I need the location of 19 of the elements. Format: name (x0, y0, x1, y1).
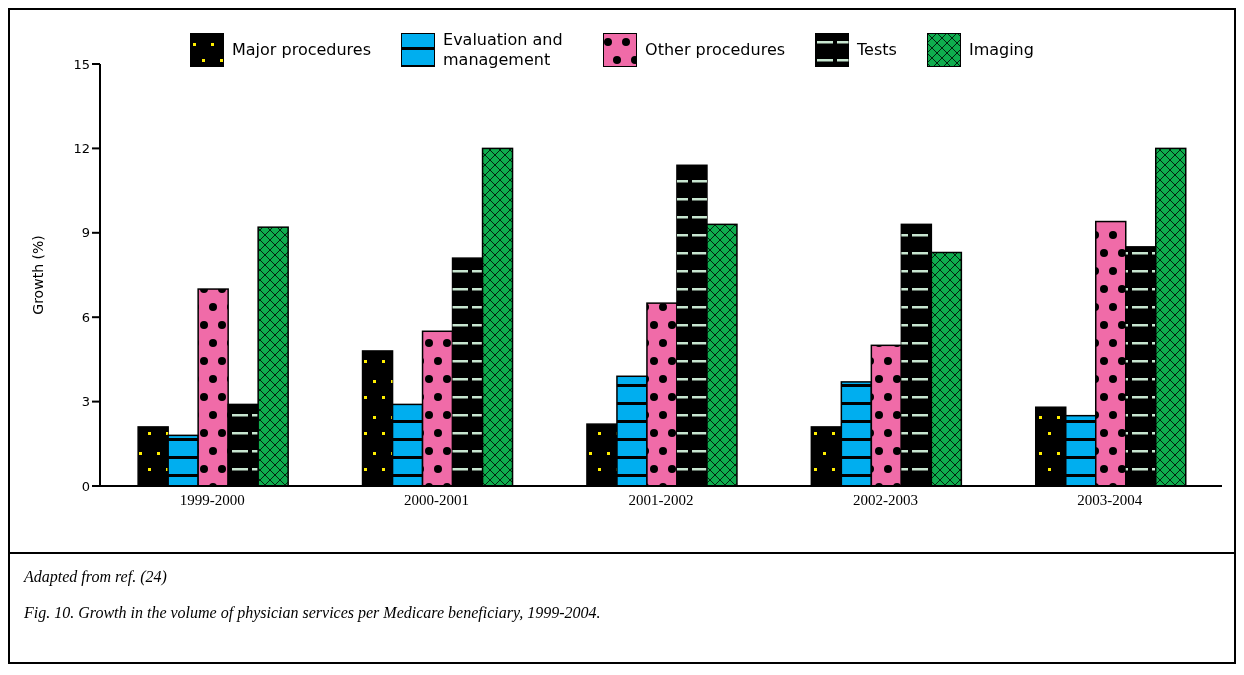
y-axis-title: Growth (%) (29, 235, 46, 315)
y-tick-label: 15 (73, 56, 90, 72)
legend-label: Imaging (968, 40, 1034, 60)
x-tick-label: 2002-2003 (852, 491, 918, 508)
caption: Fig. 10. Growth in the volume of physician services per Medicare beneficiary, 1999-2004. (24, 604, 602, 622)
legend-label: Major procedures (232, 40, 372, 60)
legend-label: Other procedures (645, 40, 786, 60)
y-tick-label: 12 (73, 141, 90, 157)
legend-label: Evaluation and management (443, 30, 564, 70)
x-tick-label: 1999-2000 (179, 491, 245, 508)
y-tick-label: 9 (81, 225, 90, 241)
y-tick-label: 6 (81, 309, 90, 325)
legend-label: Tests (857, 40, 897, 60)
y-tick-label: 3 (81, 394, 90, 410)
x-tick-label: 2003-2004 (1077, 491, 1143, 508)
y-tick-label: 0 (81, 478, 90, 494)
x-tick-label: 2000-2001 (404, 491, 470, 508)
x-tick-label: 2001-2002 (628, 491, 694, 508)
text: Adapted from ref. (24) (24, 568, 168, 586)
